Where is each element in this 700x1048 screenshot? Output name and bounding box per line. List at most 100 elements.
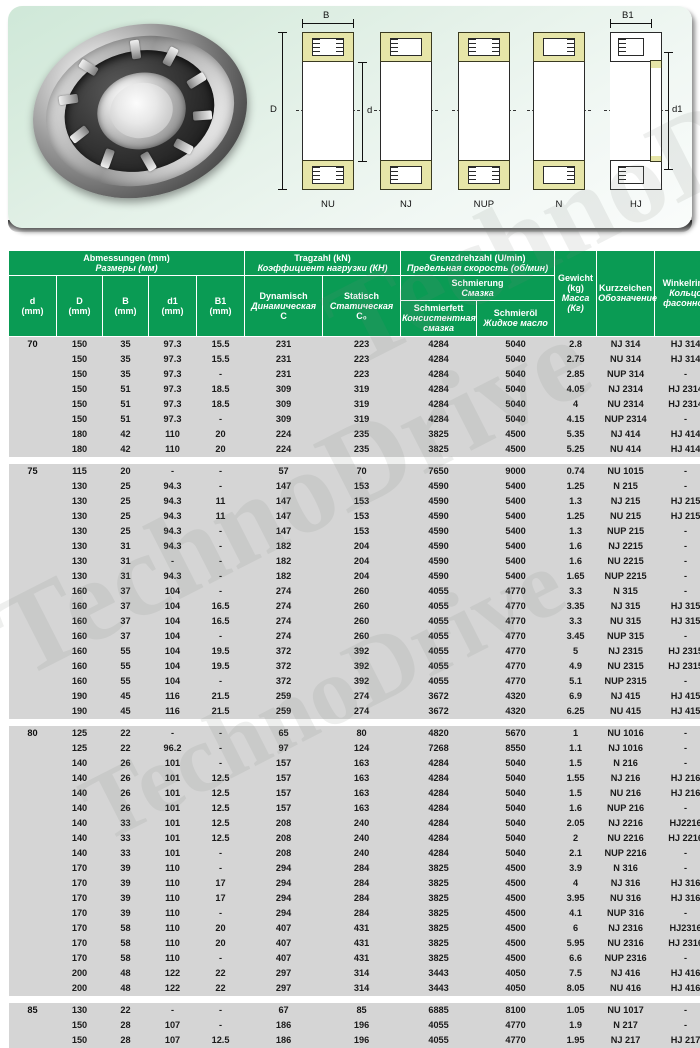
cell-7: 4284 — [401, 831, 477, 846]
cell-5: 309 — [245, 412, 323, 427]
cell-5: 157 — [245, 756, 323, 771]
header-designation-ru: Обозначение — [598, 293, 653, 303]
cell-7: 4284 — [401, 336, 477, 352]
cell-7: 4820 — [401, 726, 477, 741]
cell-8: 4050 — [477, 966, 555, 981]
dim-label-d: d — [367, 105, 372, 116]
cell-6: 163 — [323, 786, 401, 801]
cell-3: 110 — [149, 427, 197, 442]
cell-4: - — [197, 1018, 245, 1033]
cell-8: 5400 — [477, 524, 555, 539]
cell-1: 150 — [57, 367, 103, 382]
cell-6: 314 — [323, 981, 401, 996]
cell-5: 372 — [245, 659, 323, 674]
cell-5: 294 — [245, 891, 323, 906]
cell-2: 37 — [103, 629, 149, 644]
cell-0 — [9, 906, 57, 921]
header-weight-ru-unit: (Кг) — [556, 303, 595, 313]
cell-4: 11 — [197, 509, 245, 524]
cell-10: NU 215 — [597, 509, 655, 524]
cell-9: 2.8 — [555, 336, 597, 352]
cell-7: 4284 — [401, 771, 477, 786]
cell-1: 160 — [57, 584, 103, 599]
cell-6: 314 — [323, 966, 401, 981]
cell-1: 190 — [57, 704, 103, 719]
cell-3: 122 — [149, 981, 197, 996]
cell-0 — [9, 367, 57, 382]
cell-6: 235 — [323, 427, 401, 442]
cell-2: 25 — [103, 524, 149, 539]
header-angle-ring: Winkelring Кольцо фасонное — [655, 251, 700, 337]
cell-1: 160 — [57, 659, 103, 674]
cell-5: 407 — [245, 951, 323, 966]
cell-2: 42 — [103, 442, 149, 457]
cell-5: 274 — [245, 614, 323, 629]
cell-10: NJ 416 — [597, 966, 655, 981]
cell-6: 235 — [323, 442, 401, 457]
cell-10: NUP 215 — [597, 524, 655, 539]
cell-0 — [9, 831, 57, 846]
cell-2: 31 — [103, 569, 149, 584]
cell-10: NJ 215 — [597, 494, 655, 509]
dim-label-B1: B1 — [622, 10, 634, 21]
cell-1: 150 — [57, 1033, 103, 1048]
header-group-dimensions: Abmessungen (mm) Размеры (мм) — [9, 251, 245, 276]
header-load-de: Tragzahl (kN) — [294, 253, 351, 263]
cell-11: HJ 315 — [655, 599, 700, 614]
cell-4: 11 — [197, 494, 245, 509]
cell-1: 125 — [57, 726, 103, 741]
cell-11: HJ 414 — [655, 427, 700, 442]
cell-0 — [9, 554, 57, 569]
cell-3: 101 — [149, 756, 197, 771]
cell-10: NU 316 — [597, 891, 655, 906]
cell-5: 274 — [245, 584, 323, 599]
diagram-label-NJ: NJ — [380, 199, 432, 210]
